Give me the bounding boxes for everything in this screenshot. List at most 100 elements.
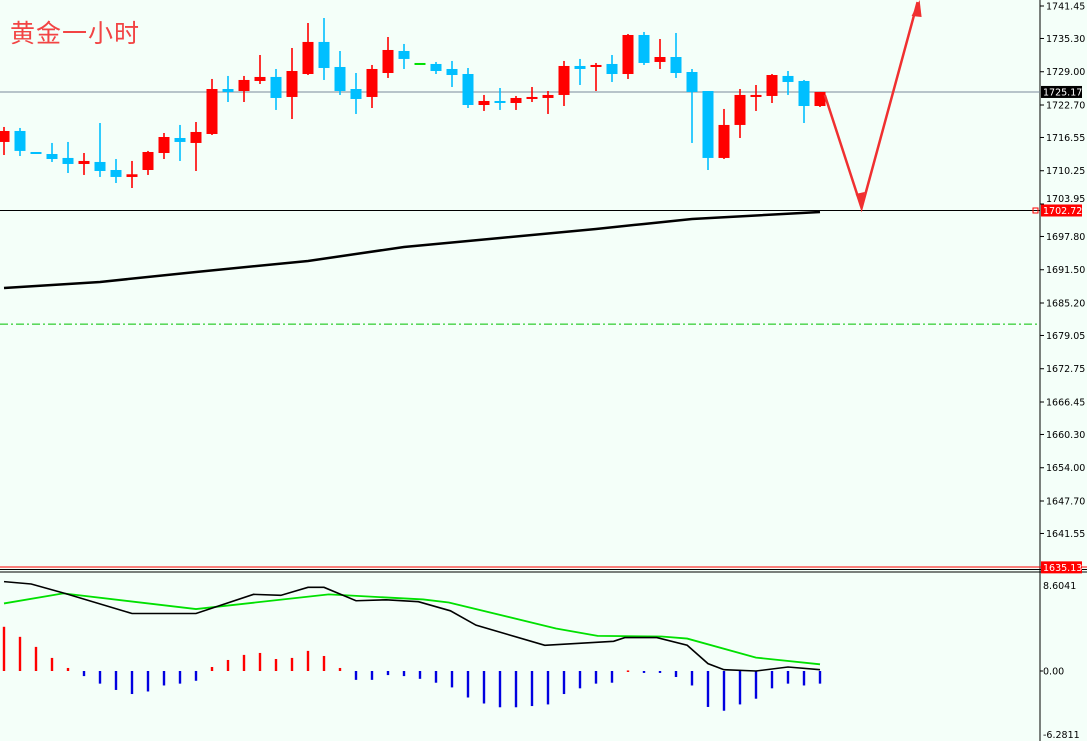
candle-body (206, 89, 218, 134)
candle-body (494, 100, 506, 103)
candle-body (126, 174, 138, 177)
candle-body (814, 91, 826, 107)
arrow-head-down (855, 191, 865, 208)
level-marker (1032, 207, 1039, 214)
candle-body (142, 151, 154, 170)
candle-body (558, 65, 570, 95)
macd-histogram-bar (754, 671, 758, 699)
y-tick-label: 1672.75 (1046, 364, 1085, 375)
macd-histogram-bar (66, 667, 70, 671)
candle-body (46, 153, 58, 160)
candle-body (446, 68, 458, 76)
bottom-price-badge: 1635.13 (1043, 563, 1082, 574)
macd-histogram-bar (386, 671, 390, 676)
current-price-badge-bg (1041, 85, 1082, 98)
candle-body (654, 57, 666, 62)
candle-body (750, 94, 762, 97)
candle-body (30, 151, 42, 154)
candle-body (782, 75, 794, 82)
y-tick-label: 1654.00 (1046, 463, 1085, 474)
macd-histogram-bar (402, 671, 406, 677)
candle-body (62, 157, 74, 164)
candle-body (462, 74, 474, 105)
y-tick-label: 1722.70 (1046, 100, 1085, 111)
level-price-badge-bg (1041, 204, 1082, 217)
macd-histogram-bar (354, 671, 358, 680)
macd-histogram-bar (434, 671, 438, 683)
macd-histogram-bar (786, 671, 790, 684)
macd-histogram-bar (802, 671, 806, 686)
macd-histogram-bar (130, 671, 134, 695)
candle-body (542, 94, 554, 98)
macd-histogram-bar (82, 671, 86, 677)
y-tick-label: 1666.45 (1046, 398, 1085, 409)
macd-histogram-bar (274, 659, 278, 671)
candle-body (110, 169, 122, 177)
y-tick-label: 1716.55 (1046, 133, 1085, 144)
level-price-badge: 1702.72 (1043, 206, 1082, 217)
candle-body (382, 49, 394, 74)
candle-body (238, 79, 250, 92)
candle-body (254, 76, 266, 81)
candle-body (590, 64, 602, 67)
y-tick-label: 1685.20 (1046, 299, 1085, 310)
macd-histogram-bar (738, 671, 742, 705)
candle-body (78, 160, 90, 164)
macd-tick-label: -6.2811 (1043, 730, 1080, 741)
candle-body (302, 41, 314, 75)
y-tick-label: 1729.00 (1046, 67, 1085, 78)
arrow-head-up (911, 0, 922, 18)
candle-body (318, 41, 330, 68)
y-tick-label: 1697.80 (1046, 232, 1085, 243)
macd-histogram-bar (114, 671, 118, 690)
candle-body (622, 34, 634, 75)
candle-body (174, 138, 186, 142)
macd-tick-label: 0.00 (1043, 667, 1064, 678)
macd-histogram-bar (498, 671, 502, 708)
macd-histogram-bar (258, 652, 262, 671)
candle-body (222, 89, 234, 92)
candle-body (94, 161, 106, 171)
candle-body (158, 136, 170, 153)
y-tick-label: 1710.25 (1046, 166, 1085, 177)
candle-body (190, 131, 202, 143)
candle-body (798, 80, 810, 107)
macd-histogram-bar (338, 667, 342, 671)
macd-histogram-bar (418, 671, 422, 679)
macd-histogram-bar (50, 657, 54, 671)
macd-histogram-bar (194, 671, 198, 681)
candle-body (398, 50, 410, 59)
candle-body (430, 63, 442, 71)
macd-histogram-bar (514, 671, 518, 708)
candle-body (686, 72, 698, 92)
y-tick-label: 1647.70 (1046, 497, 1085, 508)
macd-histogram-bar (626, 670, 630, 672)
moving-average-line (3, 210, 821, 290)
candle-body (510, 97, 522, 103)
macd-histogram-bar (466, 671, 470, 698)
macd-histogram-bar (578, 671, 582, 689)
chart-title: 黄金一小时 (10, 19, 141, 48)
candle-body (638, 34, 650, 63)
candle-body (702, 91, 714, 158)
macd-histogram-bar (306, 650, 310, 671)
candle-body (718, 124, 730, 158)
bottom-price-badge-bg (1041, 561, 1082, 574)
macd-histogram-bar (594, 671, 598, 684)
candle-body (286, 70, 298, 97)
macd-histogram-bar (146, 671, 150, 692)
y-tick-label: 1641.55 (1046, 529, 1085, 540)
macd-histogram-bar (530, 671, 534, 707)
macd-line (3, 580, 821, 672)
candle-body (734, 94, 746, 125)
macd-histogram-bar (290, 657, 294, 671)
macd-histogram-bar (34, 646, 38, 671)
candle-body (350, 89, 362, 99)
macd-histogram-bar (18, 636, 22, 671)
macd-histogram-bar (242, 654, 246, 671)
macd-histogram-bar (770, 671, 774, 689)
macd-histogram-bar (706, 671, 710, 707)
y-tick-label: 1660.30 (1046, 430, 1085, 441)
macd-histogram-bar (178, 671, 182, 684)
